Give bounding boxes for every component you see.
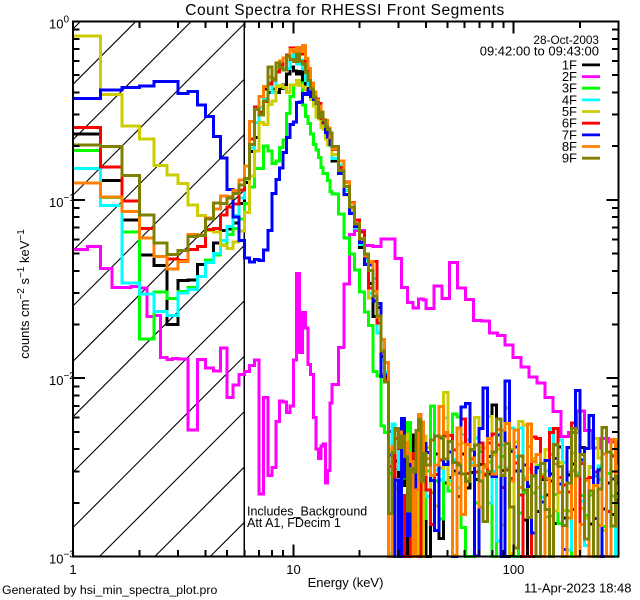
svg-text:100: 100 — [503, 562, 525, 577]
svg-text:28-Oct-2003: 28-Oct-2003 — [533, 33, 599, 47]
svg-text:1: 1 — [69, 562, 76, 577]
svg-text:4F: 4F — [562, 92, 577, 107]
svg-text:8F: 8F — [562, 139, 577, 154]
svg-text:1F: 1F — [562, 57, 577, 72]
svg-text:Generated by hsi_min_spectra_p: Generated by hsi_min_spectra_plot.pro — [2, 583, 217, 597]
svg-text:Att A1, FDecim 1: Att A1, FDecim 1 — [247, 516, 341, 530]
svg-text:6F: 6F — [562, 116, 577, 131]
svg-text:Includes_Background: Includes_Background — [247, 505, 367, 519]
svg-text:2F: 2F — [562, 69, 577, 84]
svg-text:3F: 3F — [562, 81, 577, 96]
svg-text:Count Spectra for RHESSI Front: Count Spectra for RHESSI Front Segments — [185, 2, 505, 19]
svg-text:10: 10 — [286, 562, 300, 577]
svg-text:11-Apr-2023 18:48: 11-Apr-2023 18:48 — [524, 581, 631, 596]
svg-text:counts cm−2 s−1 keV−1: counts cm−2 s−1 keV−1 — [16, 229, 32, 359]
svg-text:5F: 5F — [562, 104, 577, 119]
svg-text:Energy (keV): Energy (keV) — [308, 575, 384, 590]
svg-text:09:42:00 to 09:43:00: 09:42:00 to 09:43:00 — [480, 44, 599, 59]
svg-text:7F: 7F — [562, 127, 577, 142]
svg-text:9F: 9F — [562, 151, 577, 166]
